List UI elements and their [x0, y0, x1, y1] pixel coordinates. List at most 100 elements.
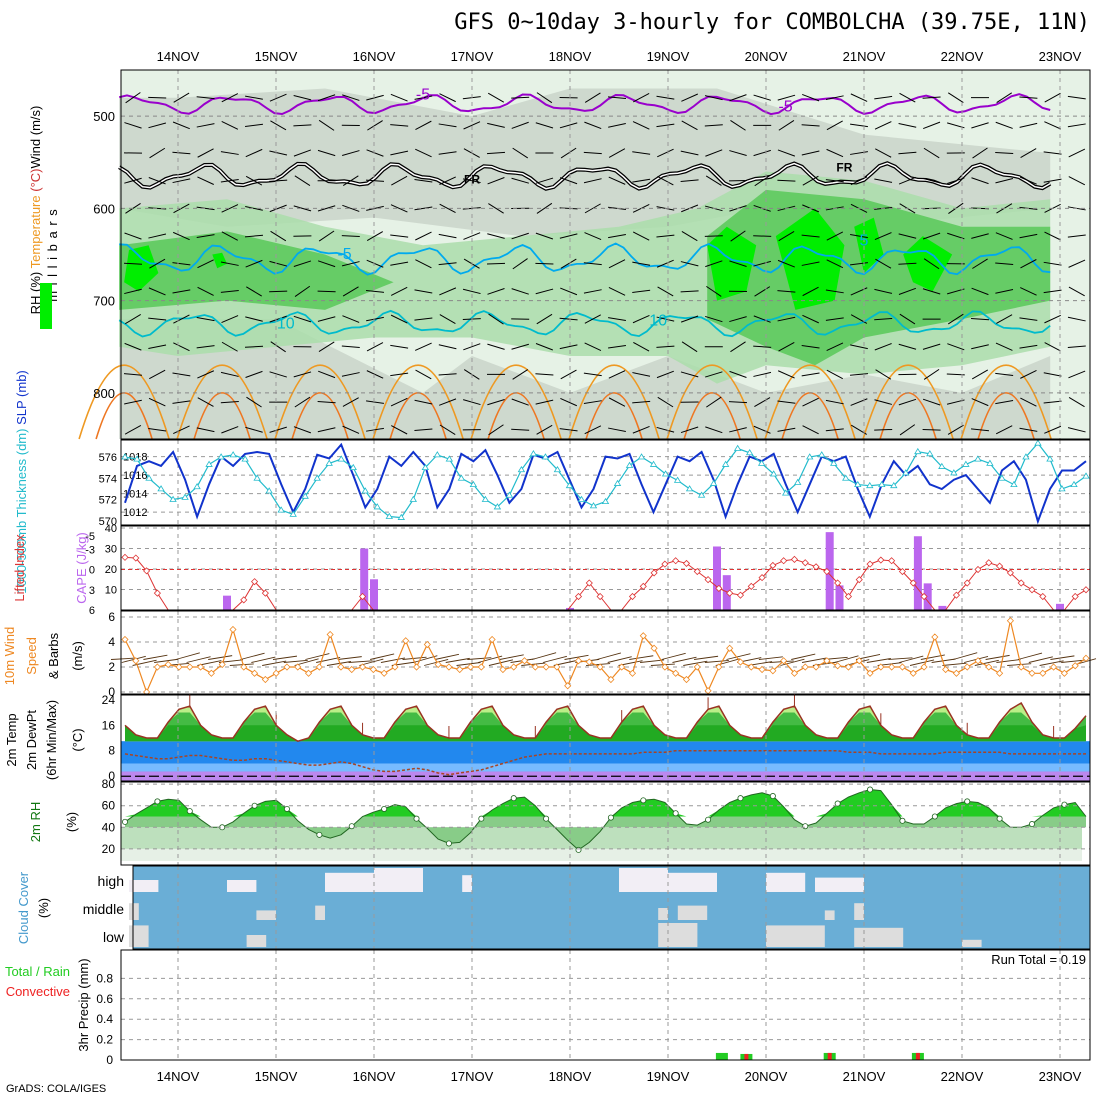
- cloud-high-block: [129, 880, 159, 892]
- wind-point: [985, 663, 993, 671]
- wind-barb: [874, 428, 893, 431]
- thickness-point: [373, 503, 381, 510]
- wind-barb: [124, 424, 142, 435]
- lifted-point: [715, 584, 723, 592]
- wind-barb: [753, 94, 771, 101]
- wind-barb: [196, 317, 215, 322]
- thickness-point: [902, 469, 910, 476]
- wind-barb: [584, 203, 601, 214]
- wind-barb: [559, 177, 578, 185]
- wind-barb: [656, 259, 674, 268]
- wind-point: [909, 669, 917, 677]
- wind-barb-10m: [1017, 652, 1043, 660]
- wind-point: [283, 663, 291, 671]
- wind-tick-label: 2: [108, 660, 115, 674]
- wind-point: [726, 644, 734, 652]
- wind-barb: [124, 232, 142, 240]
- rh-point: [1061, 801, 1068, 808]
- wind-barb: [487, 398, 505, 406]
- temp-contour-cyan: [119, 242, 1051, 276]
- wind-barb-10m: [337, 656, 362, 660]
- wind-point: [769, 667, 777, 675]
- wind-barb-10m: [683, 660, 708, 666]
- wind-point: [261, 675, 269, 684]
- wind-barb: [148, 96, 167, 99]
- wind-barb: [777, 370, 795, 379]
- cape-tick-label: 40: [105, 523, 117, 535]
- cloud-mid-block: [129, 903, 139, 920]
- wind-barb: [922, 428, 941, 431]
- wind-barb: [486, 151, 506, 155]
- rh-point: [607, 814, 614, 821]
- cape-tick-label: 30: [105, 544, 117, 556]
- wind-barb: [148, 397, 166, 407]
- wind-barb: [390, 344, 409, 349]
- temp-contour-orange: [568, 364, 660, 440]
- wind-barb: [341, 261, 360, 267]
- lifted-point: [898, 567, 907, 576]
- wind-tick-label: 6: [108, 610, 115, 624]
- lifted-point: [1006, 569, 1014, 577]
- rh-point: [510, 795, 517, 802]
- wind-point: [736, 658, 745, 666]
- wind-barb: [245, 148, 263, 158]
- wind-barb: [608, 317, 626, 321]
- rh-point: [413, 815, 420, 822]
- wind-barb: [391, 175, 408, 186]
- lifted-point: [758, 574, 766, 582]
- wind-barb-10m: [521, 662, 546, 666]
- wind-barb: [221, 231, 238, 241]
- wind-point: [520, 657, 529, 665]
- wind-barb: [729, 316, 747, 323]
- temp-contour-orange: [291, 392, 349, 440]
- lifted-point: [985, 559, 993, 567]
- wind-barb: [584, 92, 601, 103]
- wind-barb: [850, 398, 868, 406]
- wind-barb: [777, 427, 796, 432]
- temp-contour-orange: [977, 392, 1035, 440]
- wind-barb: [366, 149, 384, 157]
- wind-barb-10m: [154, 658, 179, 663]
- wind-barb: [947, 313, 964, 325]
- wind-barb: [898, 287, 917, 295]
- rh-dark-region: [775, 208, 845, 310]
- wind-barb: [947, 424, 964, 435]
- wind-barb: [270, 120, 287, 131]
- thickness-point: [998, 474, 1006, 481]
- wind-barb: [270, 230, 287, 242]
- wind-barb: [1044, 231, 1061, 241]
- wind-barb: [414, 178, 433, 183]
- cloud-high-block: [815, 877, 864, 892]
- wind-barb-10m: [531, 652, 557, 660]
- thickness-point: [1022, 453, 1030, 460]
- wind-barb: [463, 399, 481, 406]
- wind-barb: [1068, 148, 1086, 158]
- wind-barb: [438, 344, 457, 350]
- thickness-point: [673, 476, 682, 483]
- wind-barb: [414, 342, 432, 351]
- wind-barb: [220, 371, 239, 377]
- thickness-point: [505, 491, 514, 498]
- wind-barb: [294, 175, 311, 187]
- temp-axis-label: (°C): [70, 728, 85, 751]
- lifted-point: [121, 553, 129, 561]
- slp-axis-label: 1000-500mb Thickness (dm) SLP (mb): [14, 370, 29, 594]
- precip-tick-label: 0.6: [96, 992, 113, 1006]
- wind-barb: [1068, 259, 1086, 268]
- wind-barb: [197, 397, 214, 407]
- wind-barb: [511, 232, 529, 240]
- thickness-point: [541, 453, 550, 460]
- wind-point: [693, 663, 701, 671]
- wind-point: [358, 663, 367, 671]
- rh-dark-region: [212, 252, 227, 269]
- wind-barb: [245, 316, 263, 322]
- temp-contour-orange: [78, 364, 170, 440]
- wind-barb-10m: [143, 654, 168, 660]
- wind-barb: [995, 178, 1014, 184]
- wind-barb: [778, 120, 795, 131]
- cape-bar: [1056, 603, 1064, 610]
- wind-barb: [850, 176, 868, 186]
- thickness-point: [842, 474, 850, 481]
- wind-barb-10m: [661, 652, 686, 660]
- wind-point: [877, 663, 885, 671]
